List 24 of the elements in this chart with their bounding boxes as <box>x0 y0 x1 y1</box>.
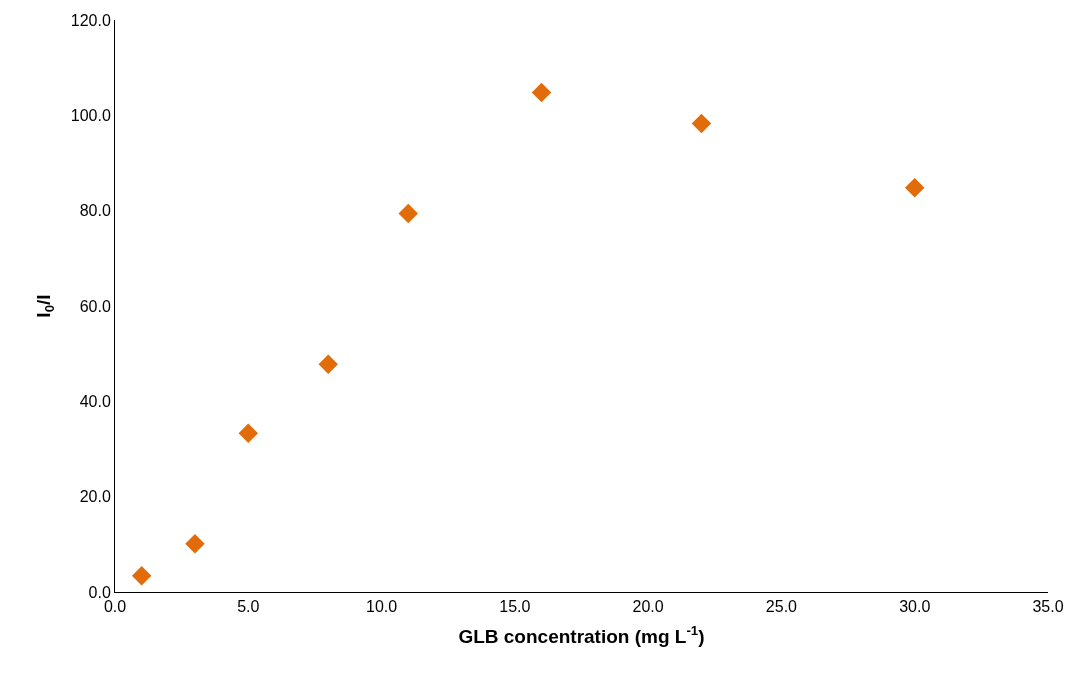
x-axis-title: GLB concentration (mg L$^{-1}$) <box>458 623 705 647</box>
point <box>238 423 259 444</box>
x-tick-label: 15.0 <box>499 598 531 616</box>
x-tick-label: 5.0 <box>237 598 260 616</box>
point <box>691 113 712 134</box>
point <box>131 566 152 586</box>
y-tick-label: 60.0 <box>79 297 111 315</box>
y-tick-label: 20.0 <box>79 488 111 506</box>
y-tick-label: 80.0 <box>79 202 111 220</box>
y-tick-label: 100.0 <box>70 106 111 124</box>
point <box>185 534 205 554</box>
point <box>531 82 552 103</box>
point <box>904 178 925 198</box>
x-tick-label: 20.0 <box>632 598 664 616</box>
point <box>398 203 418 224</box>
y-tick-label: 0.0 <box>88 583 111 601</box>
x-tick-label: 35.0 <box>1032 598 1064 616</box>
x-tick-label: 10.0 <box>366 598 398 616</box>
y-tick-label: 40.0 <box>79 392 111 410</box>
x-tick-label: 0.0 <box>103 598 127 616</box>
x-tick-label: 25.0 <box>765 598 798 616</box>
point <box>318 354 339 374</box>
y-tick-label: 120.0 <box>70 11 111 29</box>
x-tick-label: 30.0 <box>899 598 931 616</box>
